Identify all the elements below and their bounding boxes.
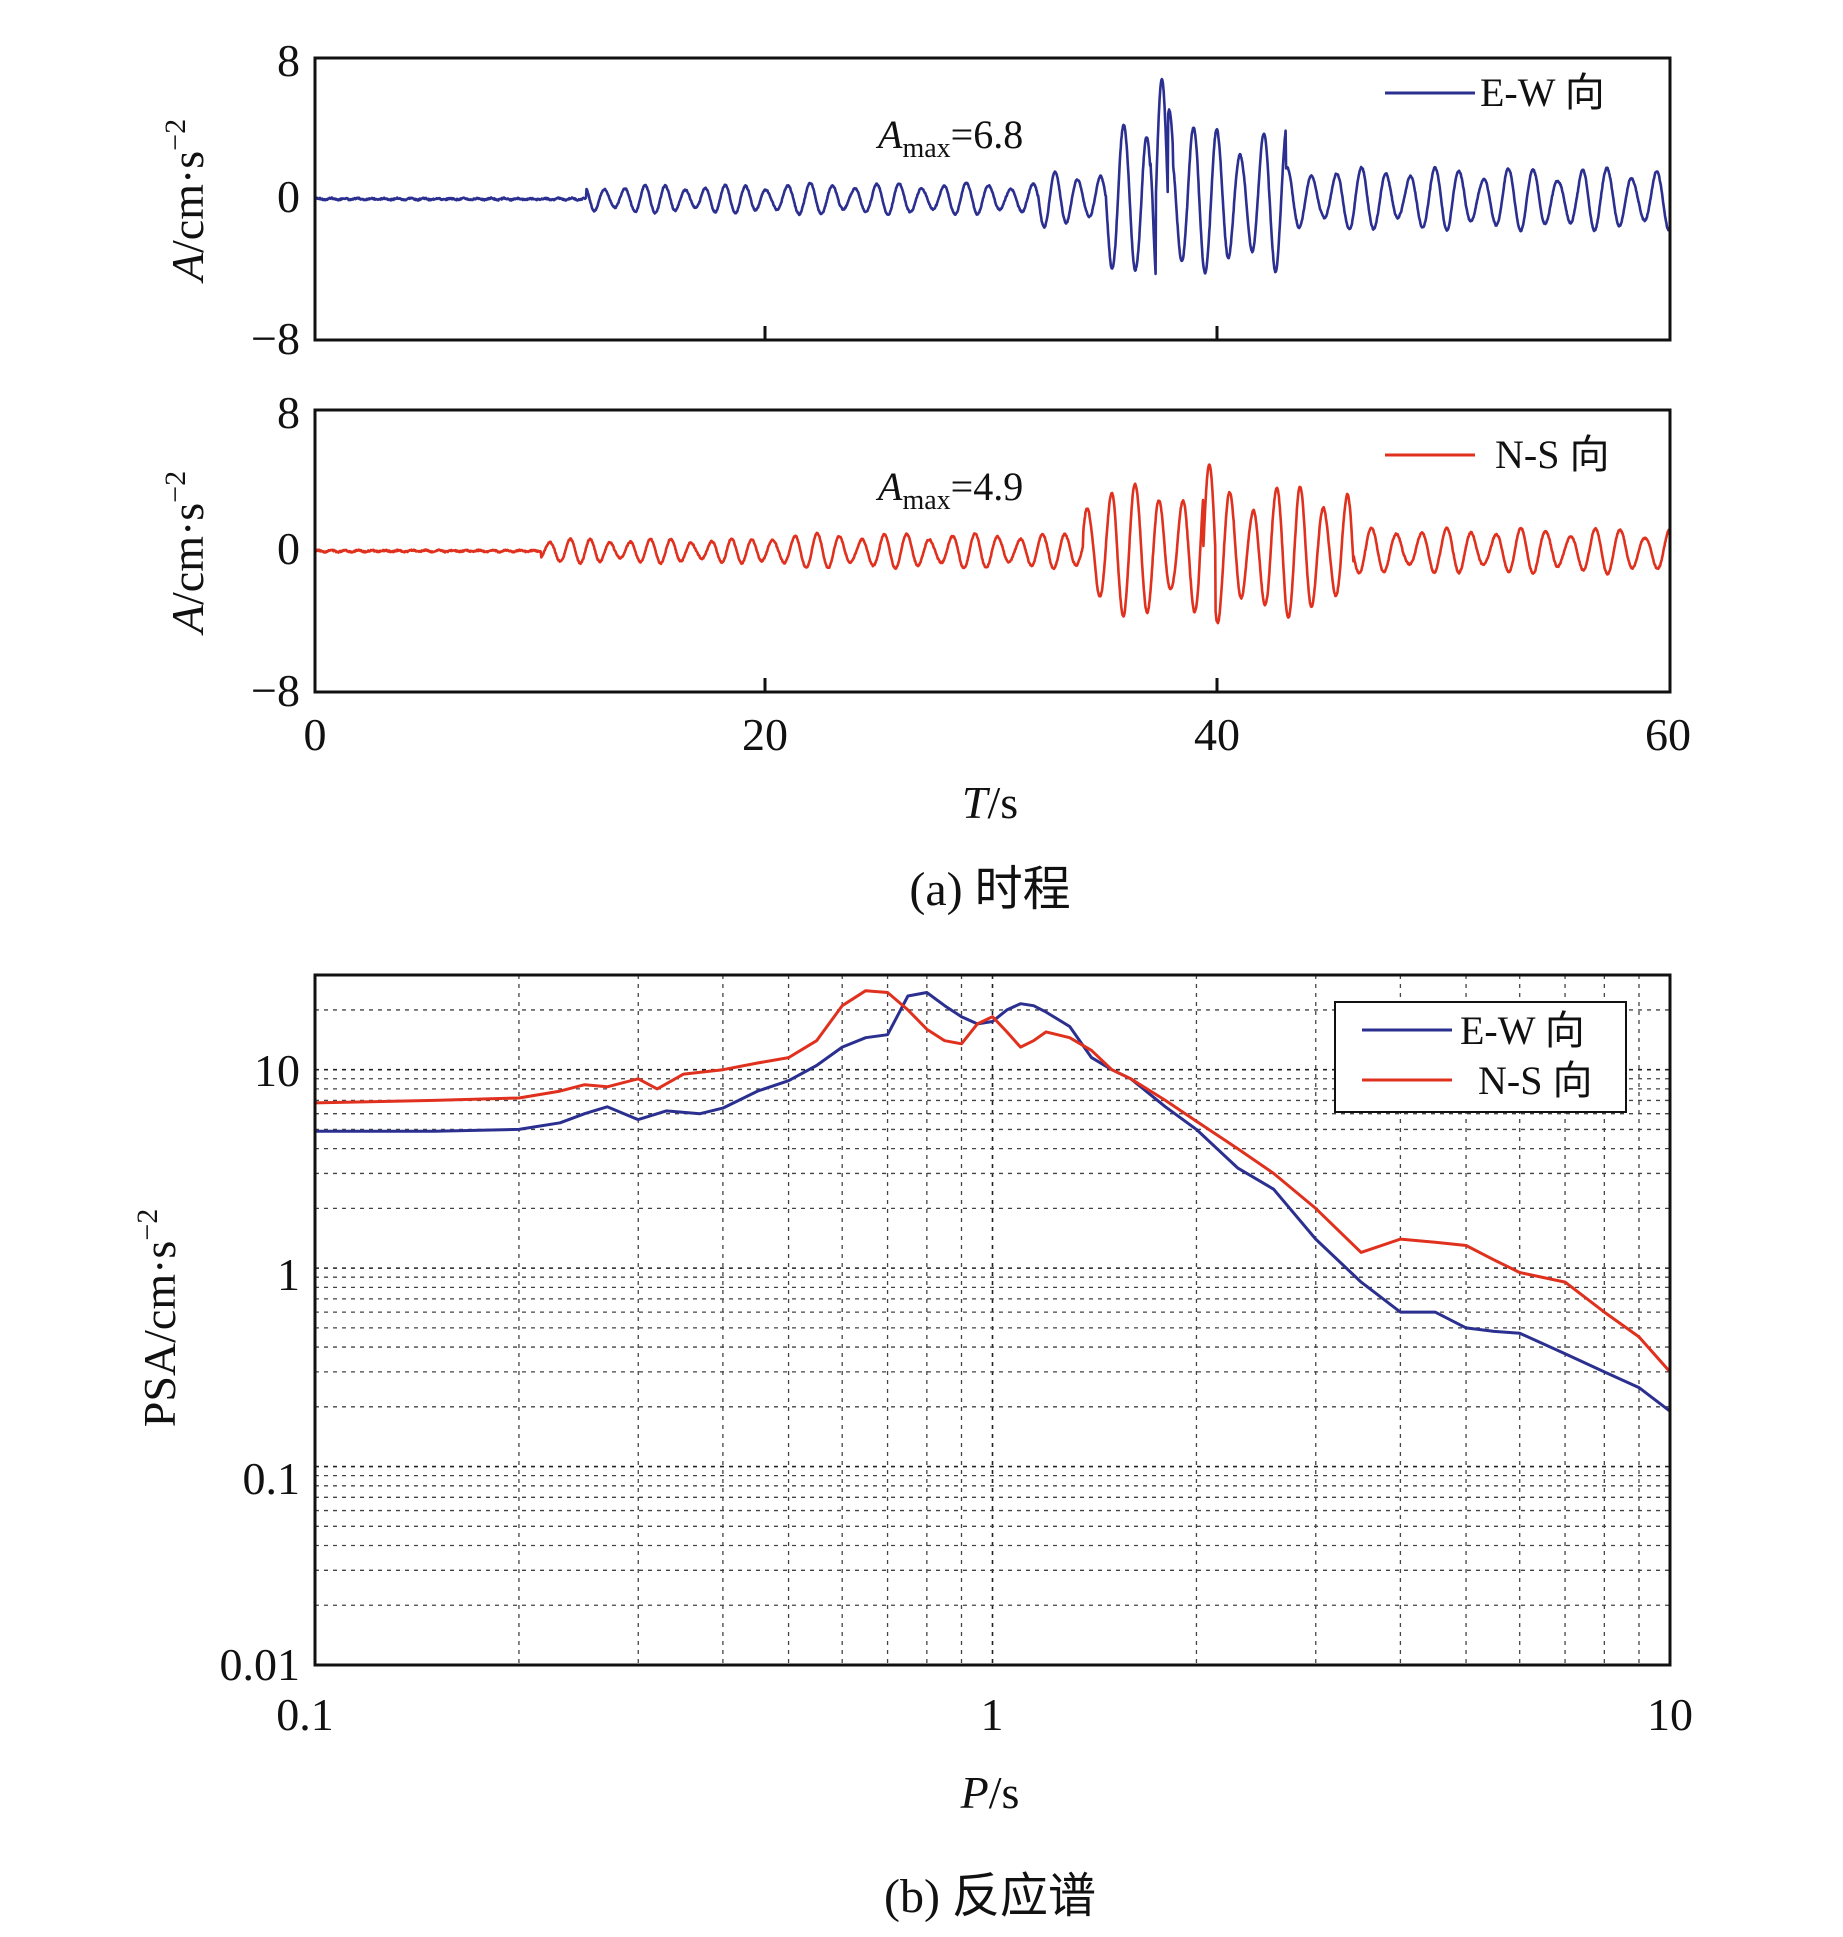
- ew-ylabel: A/cm·s−2: [159, 119, 213, 284]
- ns-ytick-bottom: −8: [251, 665, 300, 716]
- spectrum-xtick-1: 1: [981, 1689, 1004, 1740]
- ew-ytick-zero: 0: [277, 171, 300, 222]
- spectrum-series-line-ew: [315, 991, 1671, 1413]
- spectrum-plot-area: [314, 989, 1672, 1413]
- spectrum-legend: E-W 向 N-S 向: [1334, 1001, 1627, 1113]
- spectrum-xlabel: P/s: [960, 1767, 1020, 1818]
- spectrum-frame: [313, 973, 1672, 1667]
- ns-history-plot-area: [314, 463, 1671, 625]
- spectrum-ylabel: PSA/cm·s−2: [131, 1209, 185, 1428]
- ew-legend-label: E-W 向: [1480, 70, 1605, 115]
- caption-b: (b) 反应谱: [884, 1870, 1096, 1923]
- ew-amax-annotation: Amax=6.8: [875, 112, 1023, 164]
- spectrum-series-line-ns: [314, 989, 1672, 1373]
- spectrum-legend-box: [1334, 1001, 1627, 1113]
- spectrum-xtick-0.1: 0.1: [276, 1689, 334, 1740]
- spectrum-grid: [315, 975, 1670, 1665]
- xtick-0: 0: [304, 709, 327, 760]
- spectrum-ytick-0.1: 0.1: [243, 1453, 301, 1504]
- xtick-40: 40: [1194, 709, 1240, 760]
- ns-ytick-zero: 0: [277, 523, 300, 574]
- series-line-E-W-向: [314, 77, 1671, 276]
- spectrum-xtick-10: 10: [1647, 1689, 1693, 1740]
- spectrum-legend-ns-label: N-S 向: [1478, 1058, 1592, 1103]
- spectrum-legend-ew-label: E-W 向: [1460, 1008, 1585, 1053]
- series-line-N-S-向: [314, 463, 1671, 625]
- ew-ytick-top: 8: [277, 35, 300, 86]
- xtick-20: 20: [742, 709, 788, 760]
- ew-history-frame: [313, 56, 1672, 342]
- spectrum-ytick-0.01: 0.01: [220, 1639, 301, 1690]
- response-spectrum-panel: 10 1 0.1 0.01 0.1 1 10 PSA/cm·s−2 P/s E-…: [131, 973, 1693, 1818]
- ns-ylabel: A/cm·s−2: [159, 471, 213, 636]
- ns-amax-annotation: Amax=4.9: [875, 464, 1023, 516]
- ns-history-frame: [313, 408, 1672, 694]
- ns-ytick-top: 8: [277, 387, 300, 438]
- ns-legend-label: N-S 向: [1495, 432, 1609, 477]
- ew-ytick-bottom: −8: [251, 313, 300, 364]
- ew-history-plot-area: [314, 77, 1671, 276]
- caption-a: (a) 时程: [909, 863, 1070, 916]
- xtick-60: 60: [1645, 709, 1691, 760]
- time-xlabel: T/s: [962, 777, 1018, 828]
- ns-history-panel: 8 0 −8 A/cm·s−2 N-S 向 Amax=4.9 0 20 40 6…: [159, 387, 1691, 828]
- ew-history-panel: 8 0 −8 A/cm·s−2 E-W 向 Amax=6.8: [159, 35, 1672, 364]
- spectrum-ytick-10: 10: [254, 1045, 300, 1096]
- spectrum-ytick-1: 1: [277, 1249, 300, 1300]
